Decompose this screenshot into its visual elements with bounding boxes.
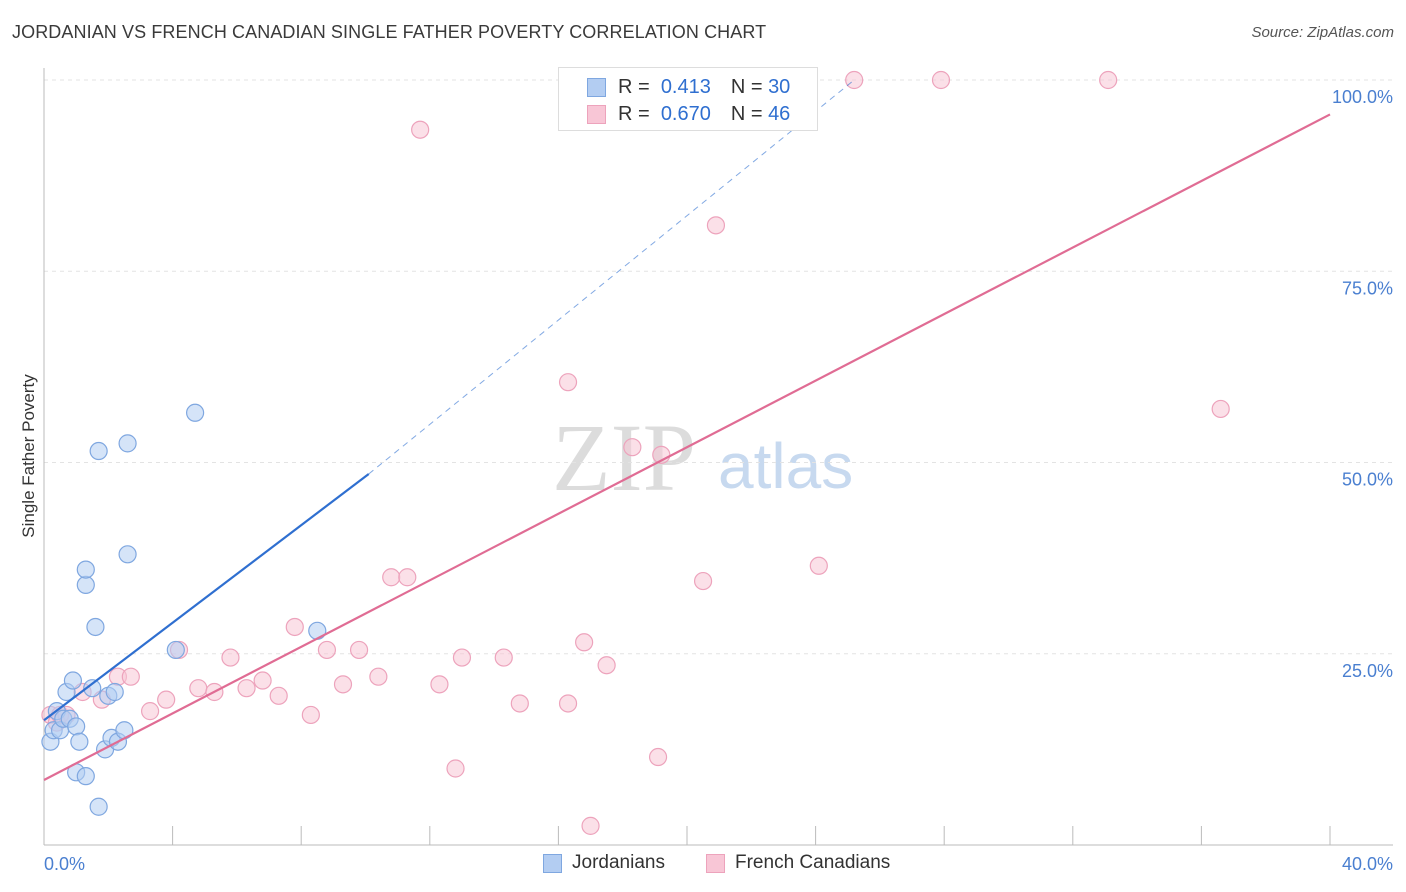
bottom-legend-label-jordanians: Jordanians <box>572 852 665 873</box>
data-point-french-canadians <box>382 568 401 587</box>
data-point-jordanians <box>86 617 105 637</box>
legend-n-value: 30 <box>768 75 791 98</box>
data-point-jordanians <box>83 679 102 698</box>
data-point-french-canadians <box>317 640 337 660</box>
y-tick-label: 100.0% <box>1332 87 1393 107</box>
data-point-jordanians <box>63 671 83 690</box>
data-point-jordanians <box>118 545 137 564</box>
data-point-jordanians <box>89 441 108 461</box>
watermark-atlas: atlas <box>718 430 853 502</box>
data-point-jordanians <box>105 682 124 702</box>
data-point-french-canadians <box>269 686 288 705</box>
y-tick-label: 50.0% <box>1342 470 1393 490</box>
data-point-jordanians <box>186 403 205 422</box>
zipatlas-watermark: ZIP atlas <box>552 404 853 511</box>
x-tick-label-max: 40.0% <box>1342 854 1393 874</box>
data-point-jordanians <box>166 640 185 660</box>
data-point-french-canadians <box>369 667 388 686</box>
legend-row-jordanians: R = 0.413 N = 30 <box>559 73 790 101</box>
data-point-french-canadians <box>494 648 513 667</box>
data-point-french-canadians <box>706 216 726 235</box>
legend-r-label: R = <box>618 75 650 98</box>
data-point-french-canadians <box>221 648 240 667</box>
data-point-french-canadians <box>1099 70 1118 90</box>
legend-n-label: N = <box>730 75 763 98</box>
data-point-french-canadians <box>558 373 578 392</box>
data-point-french-canadians <box>157 690 176 709</box>
data-point-jordanians <box>76 767 95 786</box>
data-point-french-canadians <box>597 656 616 675</box>
data-point-french-canadians <box>430 675 449 694</box>
trend-lines <box>43 79 1331 781</box>
x-axis-ticks <box>43 826 1331 845</box>
data-point-jordanians <box>308 621 327 640</box>
bottom-legend-swatch-french-canadians <box>706 853 725 873</box>
y-axis-tick-labels: 25.0% 50.0% 75.0% 100.0% <box>1332 87 1393 681</box>
series-french-canadians-points <box>41 70 1230 835</box>
data-point-french-canadians <box>253 671 272 690</box>
legend-r-value: 0.670 <box>660 102 711 125</box>
data-point-french-canadians <box>301 705 320 725</box>
trend-line-jordanians <box>43 473 370 722</box>
legend-row-french-canadians: R = 0.670 N = 46 <box>559 100 790 128</box>
data-point-french-canadians <box>452 648 472 667</box>
data-point-jordanians <box>89 797 108 816</box>
watermark-zip: ZIP <box>552 404 696 511</box>
bottom-legend-swatch-jordanians <box>543 853 562 873</box>
legend-r-label: R = <box>618 102 650 125</box>
bottom-legend-label-french-canadians: French Canadians <box>735 852 891 873</box>
data-point-french-canadians <box>809 556 828 575</box>
data-point-french-canadians <box>581 816 600 835</box>
data-point-french-canadians <box>140 702 160 721</box>
data-point-french-canadians <box>510 694 529 713</box>
data-point-jordanians <box>76 575 95 595</box>
y-tick-label: 25.0% <box>1342 661 1393 681</box>
data-point-jordanians <box>118 434 137 453</box>
legend-swatch-french-canadians <box>587 104 606 124</box>
data-point-french-canadians <box>237 679 256 698</box>
data-point-french-canadians <box>398 568 417 587</box>
chart-title: JORDANIAN VS FRENCH CANADIAN SINGLE FATH… <box>12 22 767 42</box>
legend-n-value: 46 <box>768 102 791 125</box>
data-point-french-canadians <box>285 617 304 637</box>
data-point-french-canadians <box>558 694 578 713</box>
legend-swatch-jordanians <box>587 77 606 97</box>
data-point-french-canadians <box>623 438 642 457</box>
trend-line-french-canadians <box>43 113 1331 781</box>
data-point-french-canadians <box>845 70 864 90</box>
legend-n-label: N = <box>730 102 763 125</box>
data-point-french-canadians <box>189 679 208 698</box>
data-point-french-canadians <box>931 70 951 90</box>
chart-source: Source: ZipAtlas.com <box>1251 24 1394 41</box>
data-point-french-canadians <box>446 759 465 778</box>
series-jordanians-points <box>41 70 812 816</box>
data-point-jordanians <box>70 732 89 751</box>
bottom-legend-jordanians: Jordanians <box>543 852 665 874</box>
data-point-french-canadians <box>693 571 713 591</box>
y-tick-label: 75.0% <box>1342 278 1393 298</box>
trend-line-extension-jordanians <box>368 79 855 475</box>
data-point-french-canadians <box>121 667 140 686</box>
data-point-jordanians <box>76 560 95 579</box>
x-tick-label-min: 0.0% <box>44 854 85 874</box>
data-point-french-canadians <box>411 120 430 139</box>
x-axis-tick-labels: 0.0% 40.0% <box>44 854 1393 874</box>
bottom-legend-french-canadians: French Canadians <box>706 852 890 874</box>
data-point-jordanians <box>67 717 86 736</box>
y-axis-title: Single Father Poverty <box>19 374 38 538</box>
data-point-french-canadians <box>349 640 369 660</box>
data-point-french-canadians <box>1211 399 1230 419</box>
correlation-legend: R = 0.413 N = 30 R = 0.670 N = 46 <box>558 67 818 131</box>
data-point-french-canadians <box>333 675 353 694</box>
legend-r-value: 0.413 <box>660 75 711 98</box>
data-point-french-canadians <box>575 633 594 652</box>
data-point-french-canadians <box>648 747 668 767</box>
